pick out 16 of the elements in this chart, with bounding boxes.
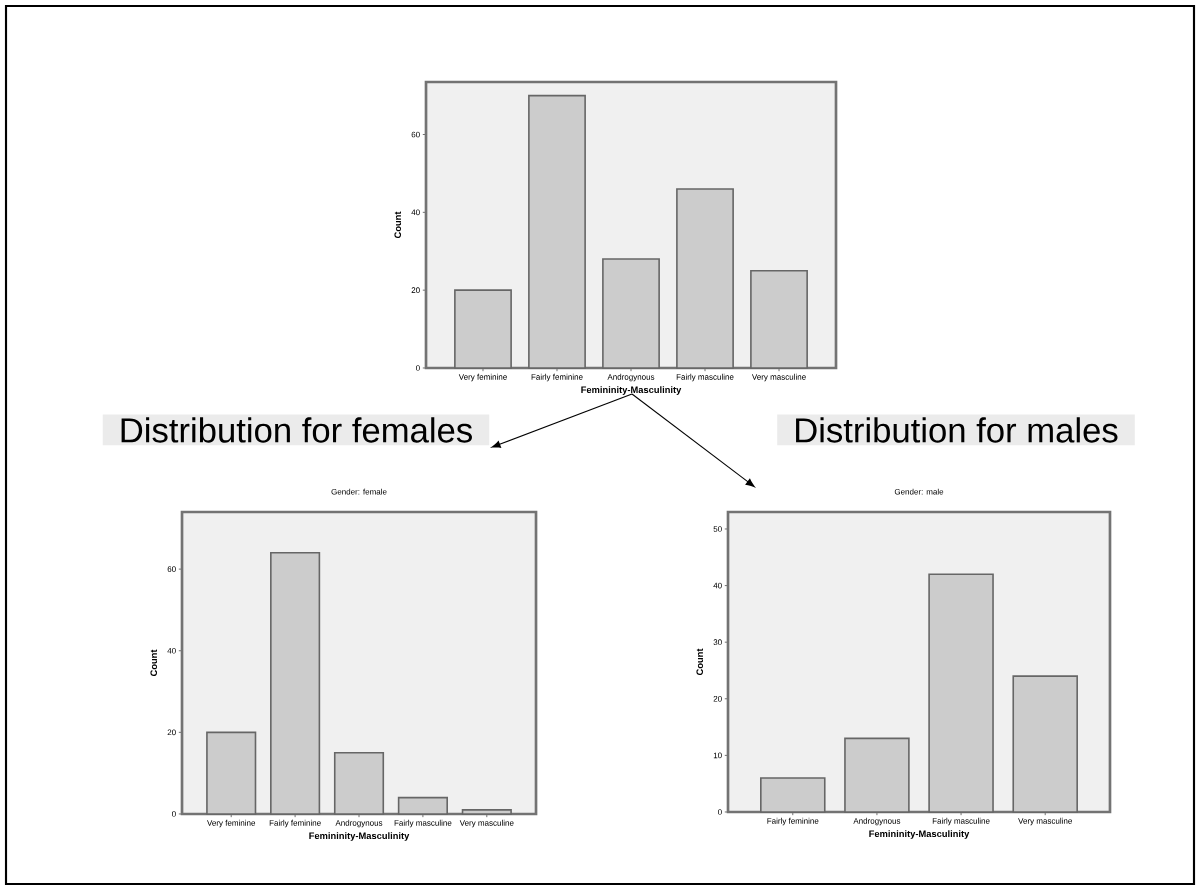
bar [461, 809, 512, 815]
bar [602, 258, 660, 369]
text: Distribution for males [796, 417, 1118, 443]
bar [1012, 675, 1078, 813]
bar [760, 777, 826, 813]
bar [270, 552, 321, 815]
bar [750, 269, 808, 369]
bar [397, 796, 448, 815]
bar [844, 737, 910, 813]
bar [528, 94, 586, 369]
text: Distribution for females [121, 417, 472, 443]
bar [333, 751, 385, 815]
bar [454, 289, 512, 369]
bar [928, 573, 994, 813]
bar [676, 188, 734, 369]
bar [206, 731, 257, 815]
